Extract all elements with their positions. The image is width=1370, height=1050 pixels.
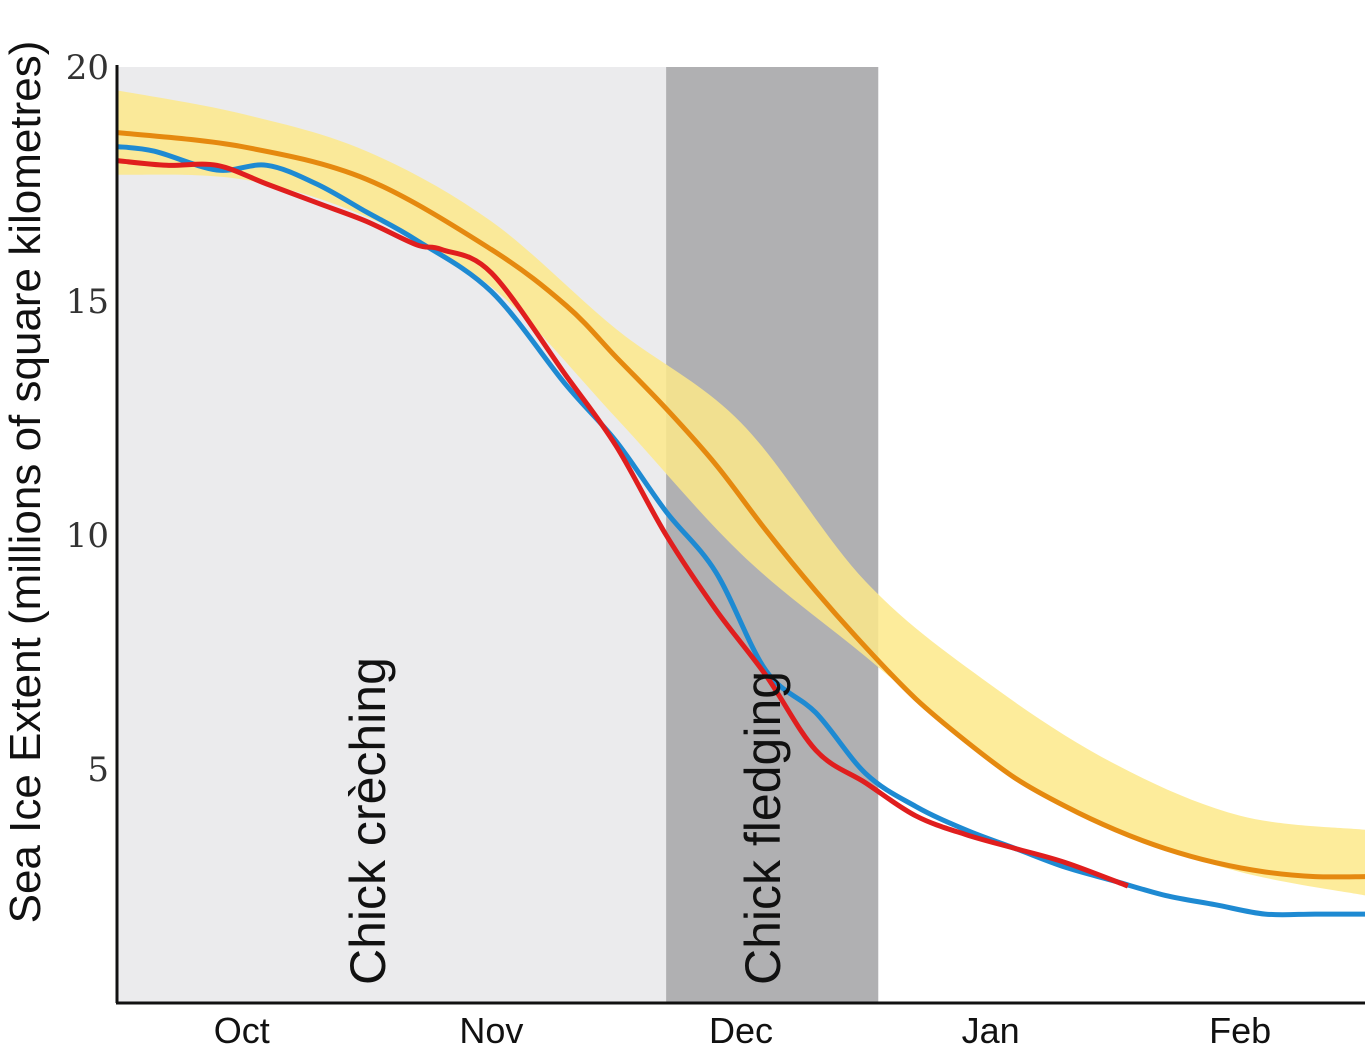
period-label-0: Chick crèching [340,657,396,985]
period-label-1: Chick fledging [735,671,791,985]
series-line-0 [116,130,1366,880]
series-line-1 [116,144,1365,918]
range-band [117,90,1365,896]
x-tick-label-2: Dec [709,1010,773,1050]
period-labels: Chick crèching Chick fledging [340,657,791,985]
x-tick-label-0: Oct [214,1010,270,1050]
x-tick-label-4: Feb [1209,1010,1271,1050]
range-band-layer [117,90,1365,896]
axes [115,65,1365,1005]
series-layer [116,130,1366,918]
series-line-2 [116,158,1129,889]
y-tick-label-3: 20 [66,48,109,88]
x-tick-label-3: Jan [962,1010,1020,1050]
x-tick-label-1: Nov [459,1010,523,1050]
y-axis-label: Sea Ice Extent (millions of square kilom… [1,41,50,924]
tick-labels: 5 10 15 20 Oct Nov Dec Jan Feb [66,48,1271,1050]
y-tick-label-0: 5 [87,750,109,790]
y-tick-label-1: 10 [66,516,109,556]
y-tick-label-2: 15 [66,282,109,322]
